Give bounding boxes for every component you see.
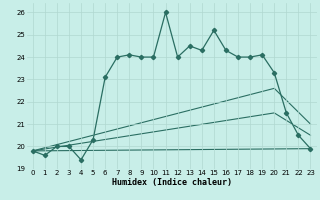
X-axis label: Humidex (Indice chaleur): Humidex (Indice chaleur): [112, 178, 232, 187]
